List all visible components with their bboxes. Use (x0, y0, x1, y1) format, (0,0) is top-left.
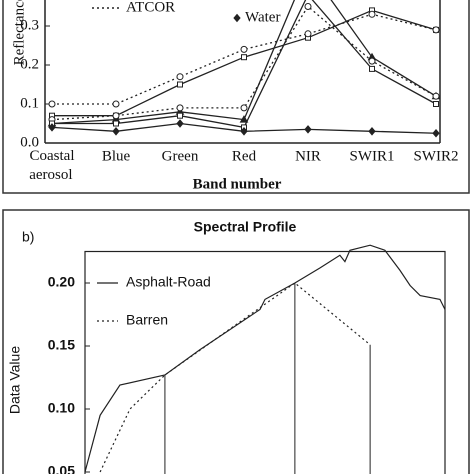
y-tick-label: 0.0 (20, 134, 39, 150)
marker (112, 100, 120, 108)
chart-title: Spectral Profile (194, 219, 297, 235)
panel-a: 0.0 0.1 0.2 0.3 Coastal aerosol Blue Green Red N… (11, 0, 459, 192)
x-tick-label: Coastal aerosol (25, 148, 74, 183)
marker (177, 112, 183, 119)
plot-frame (84, 250, 446, 474)
marker (48, 123, 56, 132)
y-tick-label: 0.3 (20, 17, 39, 33)
marker (48, 100, 56, 108)
panel-b: b) Spectral Profile Data Value 0.05 0.10 0.15… (7, 219, 446, 474)
marker (177, 81, 183, 88)
x-tick-label: SWIR2 (414, 148, 459, 164)
y-tick-label: 0.10 (48, 400, 75, 416)
y-tick-label: 0.1 (20, 95, 39, 111)
marker (304, 30, 312, 38)
x-axis-label: Band number (193, 176, 282, 192)
marker (176, 104, 184, 112)
marker (241, 54, 247, 61)
series-line (51, 5, 437, 121)
marker (432, 92, 440, 100)
x-tick-label: Blue (102, 148, 131, 164)
panel-a-frame (2, 0, 470, 194)
x-tick-label: Green (162, 148, 199, 164)
legend-label: Asphalt-Road (126, 274, 211, 290)
legend-label: ATCOR (126, 0, 175, 15)
marker (176, 73, 184, 81)
y-axis-label: Reflectance (11, 0, 27, 65)
marker (112, 112, 120, 120)
series-line (52, 9, 437, 117)
series-line (99, 282, 371, 473)
marker (304, 3, 312, 10)
marker (304, 125, 312, 134)
marker (368, 127, 376, 136)
y-tick-label: 0.05 (48, 463, 75, 474)
marker (112, 127, 120, 136)
x-tick-label: NIR (295, 148, 321, 164)
marker (368, 10, 376, 18)
legend-label: Water (245, 9, 280, 25)
marker (240, 127, 248, 136)
marker (240, 45, 248, 53)
marker (239, 115, 249, 123)
marker (113, 120, 119, 127)
marker (432, 26, 440, 34)
x-tick-label: Red (232, 148, 257, 164)
marker (240, 104, 248, 112)
y-tick-label: 0.2 (20, 56, 39, 72)
y-tick-label: 0.15 (48, 337, 75, 353)
legend-label: Barren (126, 312, 168, 328)
y-axis-label: Data Value (7, 346, 23, 414)
panel-b-frame (2, 209, 470, 474)
marker (176, 119, 184, 128)
marker (233, 13, 241, 23)
marker (368, 57, 376, 65)
x-tick-label: SWIR1 (350, 148, 395, 164)
y-tick-label: 0.20 (48, 274, 75, 290)
marker (432, 128, 440, 138)
marker (369, 65, 375, 72)
panel-label: b) (22, 229, 34, 245)
marker (433, 101, 439, 107)
